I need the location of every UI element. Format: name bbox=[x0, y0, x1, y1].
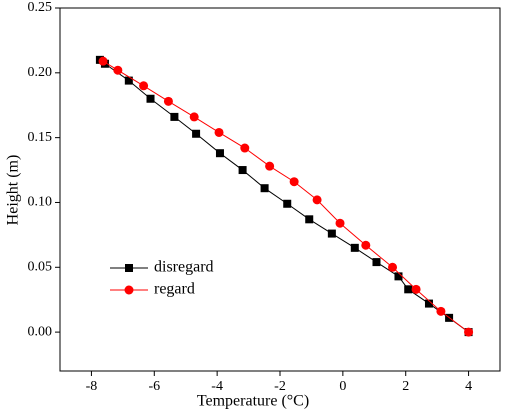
legend-label: disregard bbox=[154, 259, 214, 276]
data-point bbox=[283, 199, 292, 208]
data-point bbox=[436, 306, 446, 316]
y-tick-label: 0.15 bbox=[28, 130, 53, 145]
data-point bbox=[265, 161, 275, 171]
data-point bbox=[305, 215, 314, 224]
data-point bbox=[289, 177, 299, 187]
x-tick-label: -6 bbox=[148, 379, 160, 394]
data-point bbox=[404, 285, 413, 294]
x-tick-label: 4 bbox=[465, 379, 472, 394]
data-point bbox=[312, 195, 322, 205]
data-point bbox=[189, 112, 199, 122]
x-axis-label: Temperature (°C) bbox=[197, 393, 309, 410]
y-tick-label: 0.25 bbox=[28, 0, 53, 15]
data-point bbox=[215, 149, 224, 158]
y-tick-label: 0.10 bbox=[28, 195, 53, 210]
y-tick-label: 0.05 bbox=[28, 260, 53, 275]
y-tick-label: 0.20 bbox=[28, 65, 53, 80]
data-point bbox=[464, 327, 474, 337]
data-point bbox=[238, 166, 247, 175]
data-point bbox=[98, 56, 108, 66]
data-point bbox=[113, 65, 123, 75]
data-point bbox=[411, 284, 421, 294]
data-point bbox=[350, 243, 359, 252]
x-tick-label: -4 bbox=[211, 379, 223, 394]
data-point bbox=[388, 262, 398, 272]
plot-frame bbox=[59, 7, 501, 372]
data-point bbox=[124, 76, 133, 85]
y-axis-label: Height (m) bbox=[5, 155, 22, 226]
data-point bbox=[335, 218, 345, 228]
legend-label: regard bbox=[154, 281, 195, 298]
data-point bbox=[424, 299, 433, 308]
data-point bbox=[139, 81, 149, 91]
data-point bbox=[214, 127, 224, 137]
data-point bbox=[240, 143, 250, 153]
x-tick-label: 2 bbox=[402, 379, 409, 394]
data-point bbox=[260, 184, 269, 193]
data-point bbox=[170, 112, 179, 121]
x-tick-label: 0 bbox=[339, 379, 346, 394]
data-point bbox=[192, 129, 201, 138]
x-tick-label: -2 bbox=[274, 379, 286, 394]
y-tick-label: 0.00 bbox=[28, 324, 53, 339]
data-point bbox=[372, 258, 381, 267]
data-point bbox=[361, 240, 371, 250]
series-line bbox=[102, 60, 469, 333]
data-point bbox=[394, 272, 403, 281]
data-point bbox=[146, 94, 155, 103]
legend-marker bbox=[124, 285, 134, 295]
legend-marker bbox=[125, 264, 133, 272]
x-tick-label: -8 bbox=[86, 379, 98, 394]
data-point bbox=[163, 96, 173, 106]
data-point bbox=[327, 229, 336, 238]
